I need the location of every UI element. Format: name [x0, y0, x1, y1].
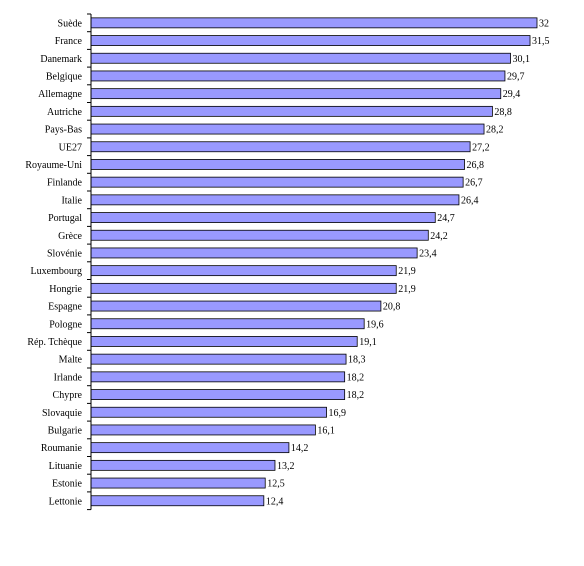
ticks-layer: [87, 13, 91, 511]
category-label: UE27: [59, 142, 82, 153]
bar-24: [90, 442, 290, 454]
value-label: 26,8: [467, 160, 485, 171]
bar-3: [90, 70, 506, 82]
bar-2: [90, 52, 511, 64]
value-label: 12,5: [267, 479, 285, 490]
bar-15: [90, 282, 397, 294]
bar-17: [90, 318, 365, 330]
value-label: 24,2: [430, 231, 448, 242]
category-label: Slovaquie: [42, 408, 83, 419]
value-label: 19,1: [359, 337, 377, 348]
category-label: Luxembourg: [31, 266, 82, 277]
bar-13: [90, 247, 418, 259]
bar-1: [90, 35, 531, 46]
bar-16: [90, 300, 382, 312]
value-label: 16,9: [329, 408, 347, 419]
category-label: Danemark: [40, 54, 82, 65]
bar-21: [90, 389, 346, 400]
category-label: Pologne: [49, 319, 82, 330]
bar-22: [90, 406, 327, 418]
bar-14: [90, 265, 397, 277]
value-label: 14,2: [291, 443, 309, 454]
bar-8: [90, 159, 465, 170]
bar-6: [90, 123, 485, 135]
category-label: Lituanie: [49, 461, 83, 472]
category-label: Suède: [58, 18, 83, 29]
category-label: Lettonie: [49, 496, 83, 507]
category-label: Irlande: [54, 372, 83, 383]
category-label: Royaume-Uni: [25, 160, 82, 171]
bar-9: [90, 176, 464, 188]
value-label: 31,5: [532, 36, 550, 47]
value-label: 29,4: [503, 89, 521, 100]
bar-0: [90, 17, 538, 29]
bar-5: [90, 105, 493, 117]
category-label: Finlande: [47, 178, 83, 189]
bar-4: [90, 88, 502, 100]
value-label: 26,4: [461, 195, 479, 206]
category-label: Portugal: [48, 213, 82, 224]
value-label: 19,6: [366, 319, 384, 330]
bars-layer: [90, 17, 538, 507]
value-label: 18,2: [347, 372, 365, 383]
category-label: Autriche: [47, 107, 83, 118]
value-label: 13,2: [277, 461, 295, 472]
bar-25: [90, 459, 276, 471]
bar-27: [90, 495, 265, 507]
bar-10: [90, 194, 460, 206]
value-label: 23,4: [419, 248, 437, 259]
value-label: 32: [539, 18, 549, 29]
category-label: Malte: [59, 355, 83, 366]
value-labels: 32 31,530,1 29,7 29,4 28,8 28,2 27,2 26,8 26,7 26…: [266, 18, 550, 507]
category-label: Belgique: [46, 71, 83, 82]
value-label: 21,9: [398, 284, 416, 295]
category-label: Roumanie: [41, 443, 83, 454]
bar-19: [90, 353, 347, 365]
bar-26: [90, 477, 266, 489]
value-label: 24,7: [437, 213, 455, 224]
category-label: Italie: [61, 195, 82, 206]
value-label: 16,1: [317, 425, 335, 436]
value-label: 20,8: [383, 302, 401, 313]
category-label: Slovénie: [47, 248, 83, 259]
value-label: 18,2: [347, 390, 365, 401]
value-label: 28,2: [486, 125, 504, 136]
bar-20: [90, 371, 346, 383]
bar-18: [90, 336, 358, 347]
bar-11: [90, 212, 436, 223]
category-label: Chypre: [53, 390, 83, 401]
category-label: Pays-Bas: [45, 125, 82, 136]
category-label: Estonie: [52, 479, 83, 490]
value-label: 28,8: [494, 107, 512, 118]
value-label: 18,3: [348, 355, 366, 366]
value-label: 12,4: [266, 496, 284, 507]
value-label: 21,9: [398, 266, 416, 277]
category-label: Allemagne: [38, 89, 82, 100]
category-labels: Suède France Danemark Belgique Allemagne Autr…: [25, 18, 82, 507]
bar-23: [90, 424, 316, 436]
value-label: 26,7: [465, 178, 483, 189]
category-label: France: [55, 36, 83, 47]
bar-7: [90, 141, 471, 153]
category-label: Rép. Tchèque: [27, 337, 82, 348]
bar-12: [90, 229, 429, 241]
category-label: Grèce: [58, 231, 82, 242]
value-label: 29,7: [507, 71, 524, 82]
category-label: Bulgarie: [48, 425, 83, 436]
category-label: Espagne: [48, 302, 82, 313]
category-label: Hongrie: [49, 284, 82, 295]
value-label: 27,2: [472, 142, 490, 153]
value-label: 30,1: [513, 54, 531, 65]
